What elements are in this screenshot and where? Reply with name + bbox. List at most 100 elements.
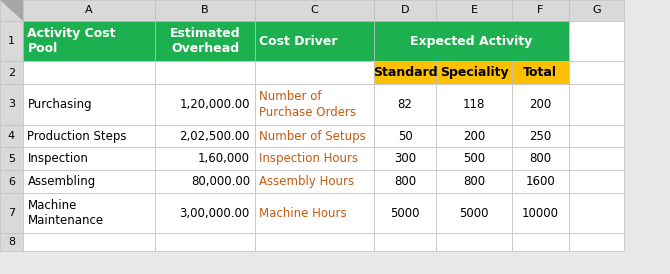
- Text: Assembly Hours: Assembly Hours: [259, 175, 354, 188]
- Bar: [374, 84, 436, 125]
- Text: Machine
Maintenance: Machine Maintenance: [27, 199, 104, 227]
- Text: F: F: [537, 5, 543, 15]
- Bar: [374, 61, 436, 84]
- Bar: [374, 0, 436, 21]
- Bar: [512, 233, 569, 251]
- Text: D: D: [401, 5, 409, 15]
- Bar: [512, 84, 569, 125]
- Text: Estimated
Overhead: Estimated Overhead: [170, 27, 241, 55]
- Text: 5000: 5000: [390, 207, 420, 220]
- Bar: [436, 84, 512, 125]
- Bar: [23, 170, 155, 193]
- Bar: [255, 125, 374, 147]
- Bar: [23, 193, 155, 233]
- Bar: [374, 21, 569, 61]
- Text: Machine Hours: Machine Hours: [259, 207, 347, 220]
- Text: Assembling: Assembling: [27, 175, 96, 188]
- Text: G: G: [592, 5, 600, 15]
- Text: Total: Total: [523, 66, 557, 79]
- Text: Purchasing: Purchasing: [27, 98, 92, 111]
- Bar: [255, 170, 374, 193]
- Bar: [512, 125, 569, 147]
- Text: E: E: [470, 5, 478, 15]
- Text: Number of Setups: Number of Setups: [259, 130, 366, 142]
- Bar: [255, 21, 374, 61]
- Text: 200: 200: [463, 130, 485, 142]
- Bar: [155, 61, 255, 84]
- Text: 82: 82: [397, 98, 413, 111]
- Text: 7: 7: [8, 208, 15, 218]
- Bar: [374, 170, 436, 193]
- Text: Production Steps: Production Steps: [27, 130, 127, 142]
- Bar: [512, 61, 569, 84]
- Bar: [569, 84, 624, 125]
- Bar: [23, 61, 155, 84]
- Text: 800: 800: [463, 175, 485, 188]
- Text: Number of
Purchase Orders: Number of Purchase Orders: [259, 90, 356, 119]
- Bar: [374, 147, 436, 170]
- Bar: [23, 125, 155, 147]
- Bar: [23, 147, 155, 170]
- Text: Speciality: Speciality: [440, 66, 509, 79]
- Bar: [255, 193, 374, 233]
- Text: 250: 250: [529, 130, 551, 142]
- Bar: [255, 84, 374, 125]
- Text: 80,000.00: 80,000.00: [191, 175, 250, 188]
- Bar: [255, 147, 374, 170]
- Bar: [155, 170, 255, 193]
- Text: C: C: [310, 5, 318, 15]
- Text: 118: 118: [463, 98, 485, 111]
- Bar: [23, 0, 155, 21]
- Bar: [569, 21, 624, 61]
- Bar: [569, 233, 624, 251]
- Text: 5000: 5000: [459, 207, 489, 220]
- Bar: [569, 170, 624, 193]
- Text: 500: 500: [463, 152, 485, 165]
- Text: Inspection: Inspection: [27, 152, 88, 165]
- Bar: [155, 233, 255, 251]
- Text: 3,00,000.00: 3,00,000.00: [180, 207, 250, 220]
- Bar: [0, 61, 23, 84]
- Bar: [155, 21, 255, 61]
- Bar: [0, 193, 23, 233]
- Bar: [155, 193, 255, 233]
- Bar: [436, 61, 512, 84]
- Bar: [436, 125, 512, 147]
- Bar: [569, 147, 624, 170]
- Bar: [255, 61, 374, 84]
- Bar: [0, 233, 23, 251]
- Text: 1: 1: [8, 36, 15, 46]
- Bar: [512, 170, 569, 193]
- Text: 2: 2: [8, 68, 15, 78]
- Bar: [436, 233, 512, 251]
- Bar: [0, 147, 23, 170]
- Bar: [23, 233, 155, 251]
- Bar: [155, 147, 255, 170]
- Text: 1,20,000.00: 1,20,000.00: [180, 98, 250, 111]
- Text: Expected Activity: Expected Activity: [410, 35, 533, 48]
- Text: 2,02,500.00: 2,02,500.00: [180, 130, 250, 142]
- Text: 1,60,000: 1,60,000: [198, 152, 250, 165]
- Text: A: A: [85, 5, 93, 15]
- Bar: [255, 0, 374, 21]
- Bar: [0, 125, 23, 147]
- Text: 6: 6: [8, 176, 15, 187]
- Bar: [255, 233, 374, 251]
- Bar: [155, 84, 255, 125]
- Bar: [436, 0, 512, 21]
- Text: 3: 3: [8, 99, 15, 109]
- Text: 800: 800: [529, 152, 551, 165]
- Bar: [512, 147, 569, 170]
- Text: 5: 5: [8, 154, 15, 164]
- Text: 300: 300: [394, 152, 416, 165]
- Text: Standard: Standard: [373, 66, 438, 79]
- Bar: [0, 84, 23, 125]
- Bar: [512, 193, 569, 233]
- Text: B: B: [201, 5, 209, 15]
- Bar: [569, 61, 624, 84]
- Bar: [155, 125, 255, 147]
- Text: 8: 8: [8, 237, 15, 247]
- Bar: [0, 0, 23, 21]
- Bar: [374, 125, 436, 147]
- Text: 10000: 10000: [522, 207, 559, 220]
